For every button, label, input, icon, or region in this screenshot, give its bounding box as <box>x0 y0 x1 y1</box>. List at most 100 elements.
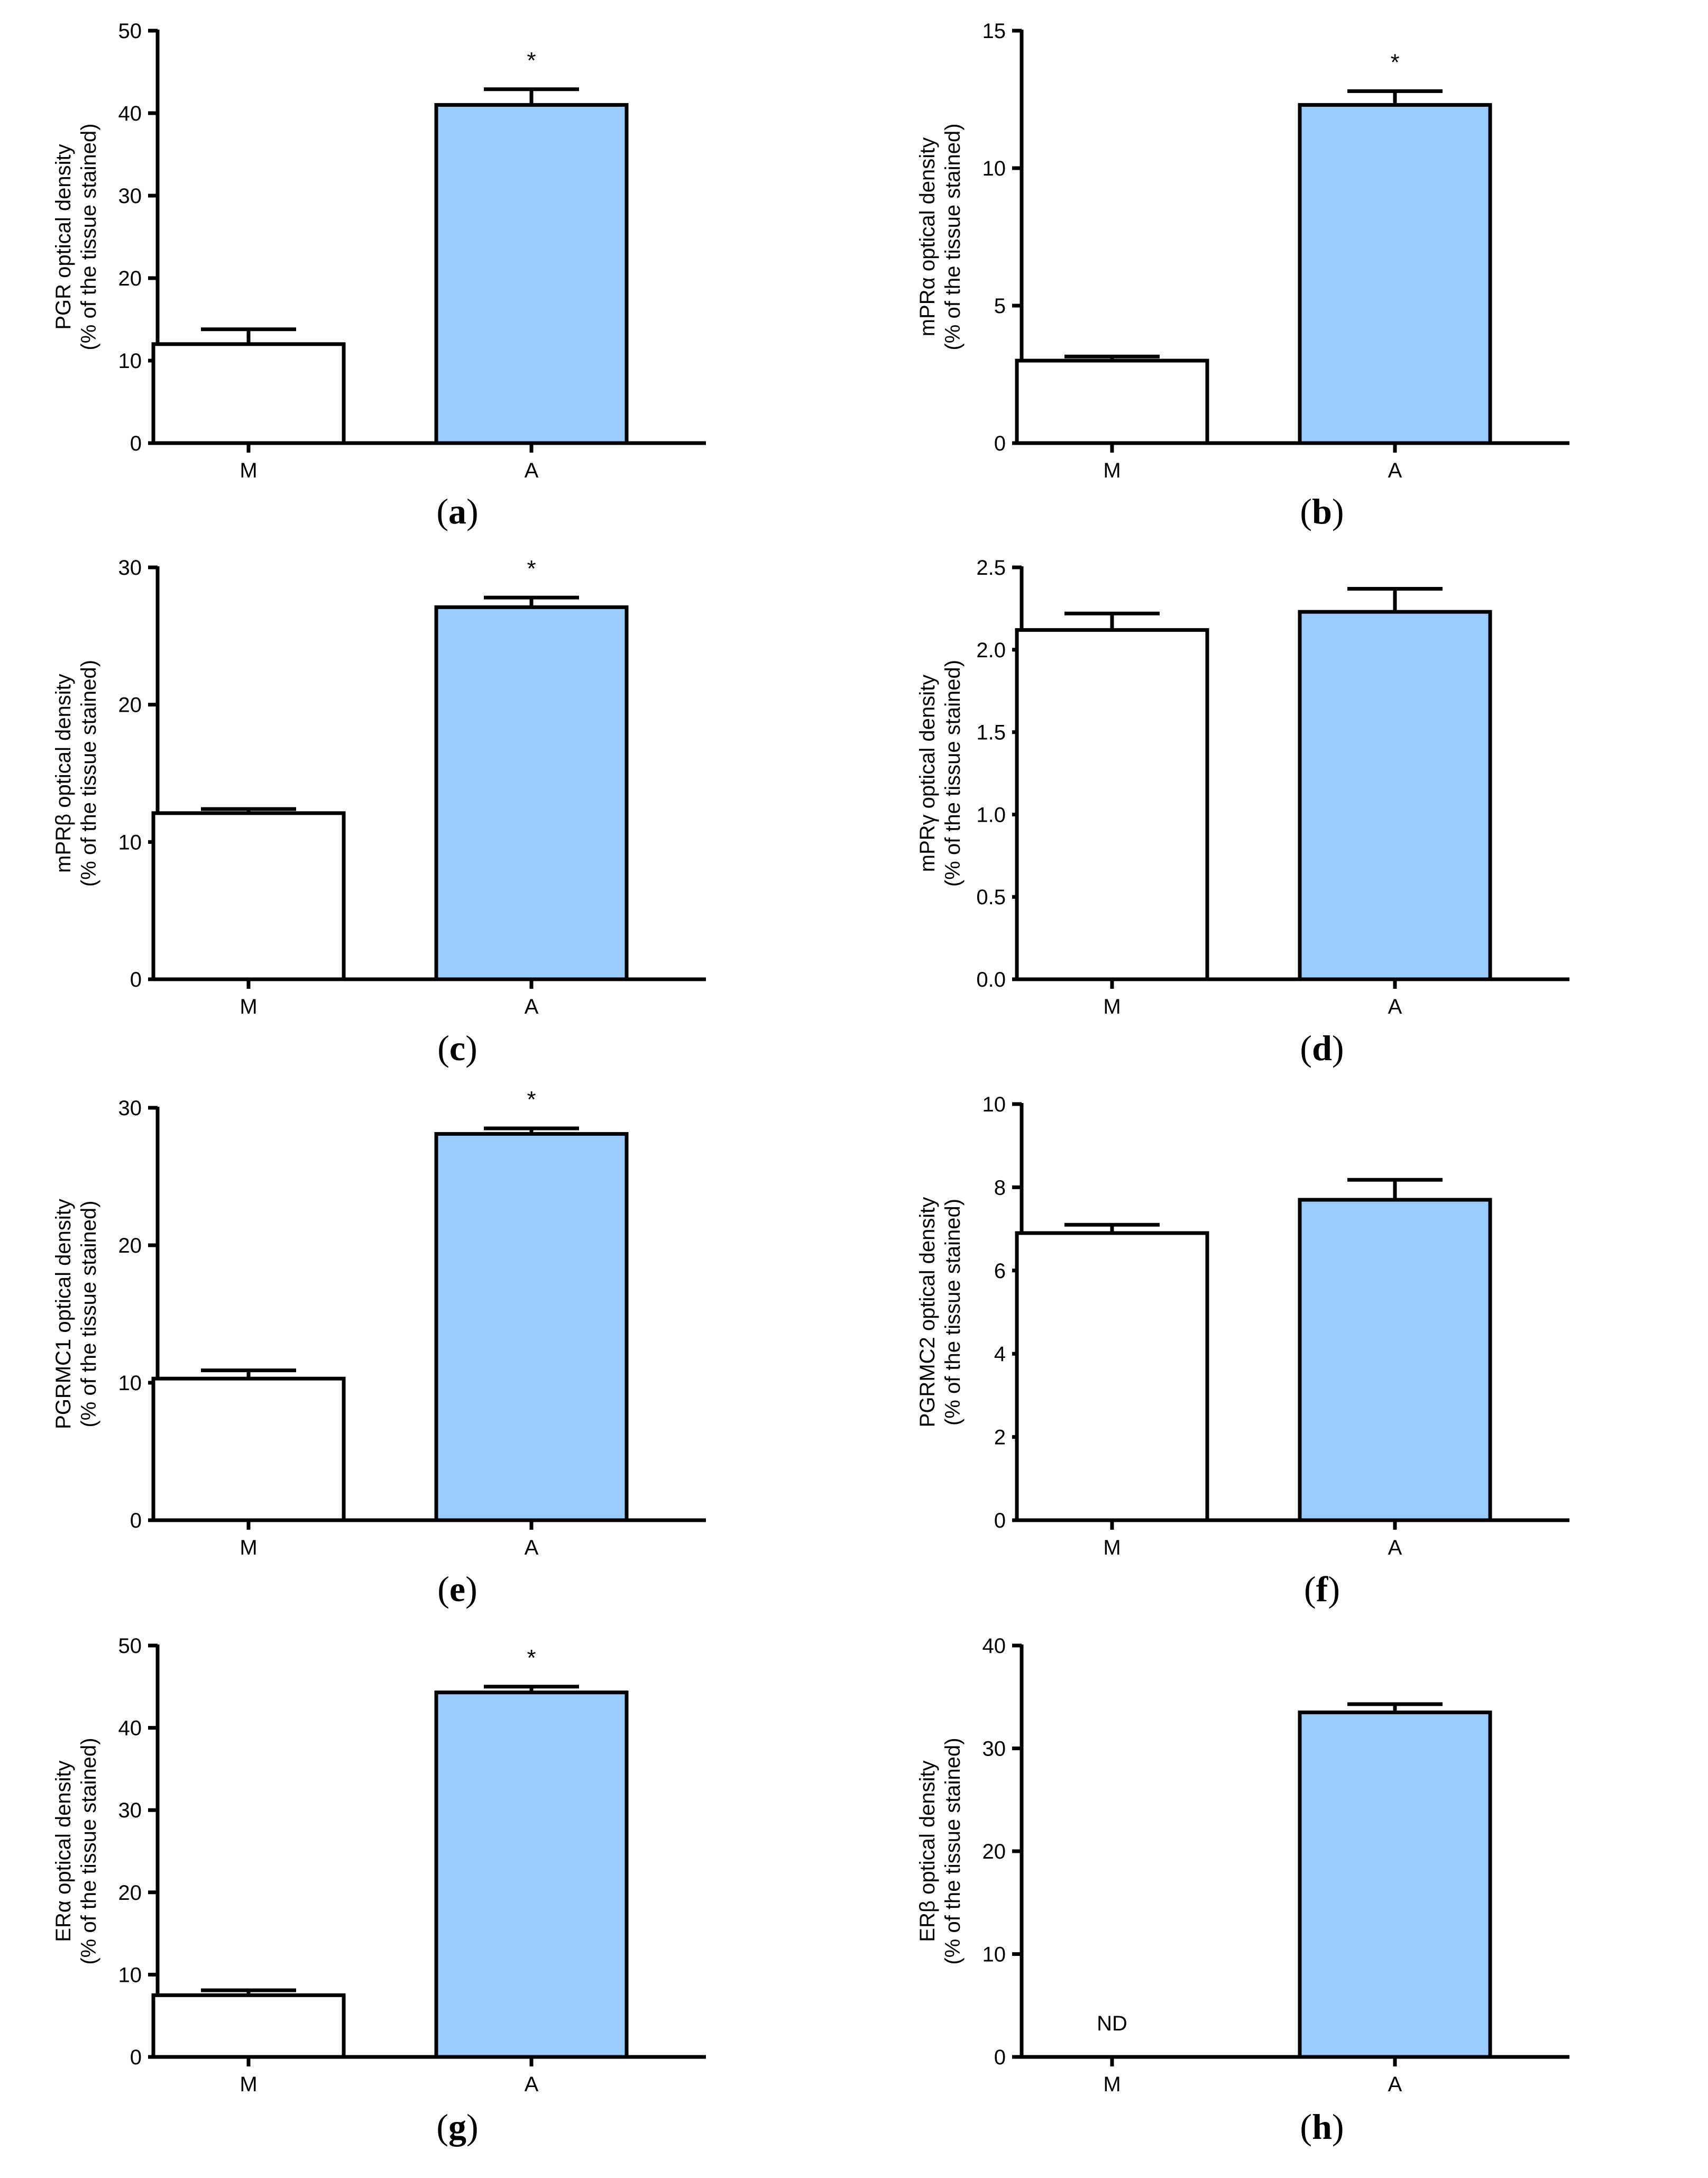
significance-marker: * <box>527 48 536 73</box>
y-axis-title: ERα optical density (% of the tissue stai… <box>52 1738 100 1964</box>
panel-caption: (b) <box>1300 491 1344 531</box>
y-tick-label: 20 <box>118 1234 142 1257</box>
y-tick-label: 40 <box>118 1717 142 1740</box>
panel-caption-close: ) <box>466 2107 479 2147</box>
bar-A <box>1298 610 1492 981</box>
bar-A <box>434 1132 629 1522</box>
x-tick-label-M: M <box>1103 995 1121 1018</box>
panel-caption-close: ) <box>466 491 479 531</box>
y-tick-label: 0 <box>130 968 142 991</box>
y-tick-label: 2 <box>994 1426 1006 1449</box>
y-tick-label: 30 <box>982 1738 1006 1761</box>
y-tick-label: 0.0 <box>976 968 1006 991</box>
y-tick-label: 40 <box>118 102 142 125</box>
panel-caption-letter: e <box>449 1569 465 1609</box>
y-axis-title-line2: (% of the tissue stained) <box>77 1200 100 1427</box>
panel-caption: (e) <box>437 1569 477 1609</box>
y-tick-label: 8 <box>994 1176 1006 1199</box>
y-tick-label: 10 <box>118 350 142 373</box>
panel-caption: (g) <box>436 2107 478 2147</box>
panel-caption: (h) <box>1300 2107 1344 2147</box>
y-tick-label: 0.5 <box>976 886 1006 909</box>
panel-caption-open: ( <box>1300 2107 1312 2147</box>
panel-caption-open: ( <box>437 1028 449 1068</box>
x-tick-label-A: A <box>525 995 539 1018</box>
y-tick-label: 5 <box>994 295 1006 318</box>
y-tick-label: 4 <box>994 1343 1006 1366</box>
y-tick-label: 0 <box>130 1509 142 1532</box>
y-tick-label: 15 <box>982 20 1006 43</box>
bar-M <box>1015 359 1209 445</box>
y-tick-label: 1.0 <box>976 803 1006 826</box>
panel-caption-close: ) <box>1332 491 1344 531</box>
panel-caption-letter: g <box>448 2107 466 2147</box>
bar-A <box>1298 103 1492 445</box>
y-tick-label: 10 <box>118 1372 142 1395</box>
y-tick-label: 6 <box>994 1260 1006 1283</box>
panel-caption-open: ( <box>437 1569 449 1609</box>
panel-caption-letter: h <box>1312 2107 1332 2147</box>
y-axis-title-line1: PGRMC1 optical density <box>52 1199 75 1429</box>
chart-panel-g: 0 10 20 30 40 50 ERα optical density (% of the … <box>52 1634 706 2147</box>
panel-caption: (a) <box>436 491 478 531</box>
not-detected-label: ND <box>1097 2012 1127 2035</box>
bar-A <box>1298 1198 1492 1522</box>
y-axis-title-line1: PGR optical density <box>52 144 75 329</box>
x-tick-label-A: A <box>1388 459 1402 482</box>
y-axis-title-line2: (% of the tissue stained) <box>941 123 965 350</box>
bar-M <box>151 811 346 981</box>
panel-caption-letter: a <box>448 491 466 531</box>
x-tick-label-M: M <box>240 995 257 1018</box>
y-tick-label: 10 <box>118 831 142 854</box>
bar-M <box>151 1993 346 2059</box>
bar-M <box>1015 1231 1209 1522</box>
panel-caption-open: ( <box>1304 1569 1316 1609</box>
x-tick-label-M: M <box>1103 459 1121 482</box>
bar-A <box>434 103 629 445</box>
bar-M <box>151 1376 346 1522</box>
panel-caption-letter: b <box>1312 491 1332 531</box>
panel-caption-open: ( <box>1300 1028 1312 1068</box>
panel-caption: (f) <box>1304 1569 1340 1609</box>
chart-panel-a: 0 10 20 30 40 50 PGR optical density (% of the … <box>52 20 706 531</box>
panel-caption-open: ( <box>436 2107 448 2147</box>
significance-marker: * <box>1390 49 1399 75</box>
y-axis-title-line2: (% of the tissue stained) <box>941 1738 965 1964</box>
y-tick-label: 0 <box>130 432 142 455</box>
x-tick-label-M: M <box>240 459 257 482</box>
chart-panel-h: 0 10 20 30 40 ERβ optical density (% of the ti… <box>916 1634 1569 2147</box>
y-axis-title-line2: (% of the tissue stained) <box>941 1199 965 1426</box>
panel-caption-letter: d <box>1312 1028 1332 1068</box>
y-tick-label: 0 <box>130 2046 142 2069</box>
bar-A <box>434 605 629 981</box>
y-tick-label: 40 <box>982 1634 1006 1658</box>
y-axis-title-line1: ERβ optical density <box>916 1760 939 1942</box>
chart-panel-c: 0 10 20 30 mPRβ optical density (% of the tis… <box>52 556 706 1068</box>
bar-M <box>151 342 346 445</box>
y-tick-label: 1.5 <box>976 721 1006 745</box>
chart-panel-b: 0 5 10 15 mPRα optical density (% of the tiss… <box>916 20 1569 531</box>
chart-panel-f: 0 2 4 6 8 10 PGRMC2 optical density (% of the t… <box>916 1093 1569 1609</box>
panel-caption-open: ( <box>1300 491 1312 531</box>
x-tick-label-A: A <box>525 2073 539 2096</box>
y-tick-label: 50 <box>118 20 142 43</box>
x-tick-label-M: M <box>240 2073 257 2096</box>
y-axis-title: mPRα optical density (% of the tissue sta… <box>916 123 965 350</box>
y-tick-label: 2.5 <box>976 556 1006 580</box>
panel-caption-open: ( <box>436 491 448 531</box>
y-axis-title-line2: (% of the tissue stained) <box>77 660 100 887</box>
panel-caption-letter: c <box>449 1028 465 1068</box>
bar-M <box>1015 628 1209 981</box>
y-tick-label: 30 <box>118 556 142 580</box>
x-tick-label-M: M <box>1103 2073 1121 2096</box>
panel-caption: (c) <box>437 1028 477 1068</box>
panel-caption-close: ) <box>1332 2107 1344 2147</box>
y-tick-label: 20 <box>118 267 142 290</box>
y-axis-title: PGR optical density (% of the tissue stai… <box>52 123 100 350</box>
x-tick-label-A: A <box>525 459 539 482</box>
panel-caption-close: ) <box>1328 1569 1340 1609</box>
y-tick-label: 10 <box>982 1943 1006 1966</box>
y-tick-label: 20 <box>118 1881 142 1905</box>
y-axis-title-line1: ERα optical density <box>52 1760 75 1942</box>
